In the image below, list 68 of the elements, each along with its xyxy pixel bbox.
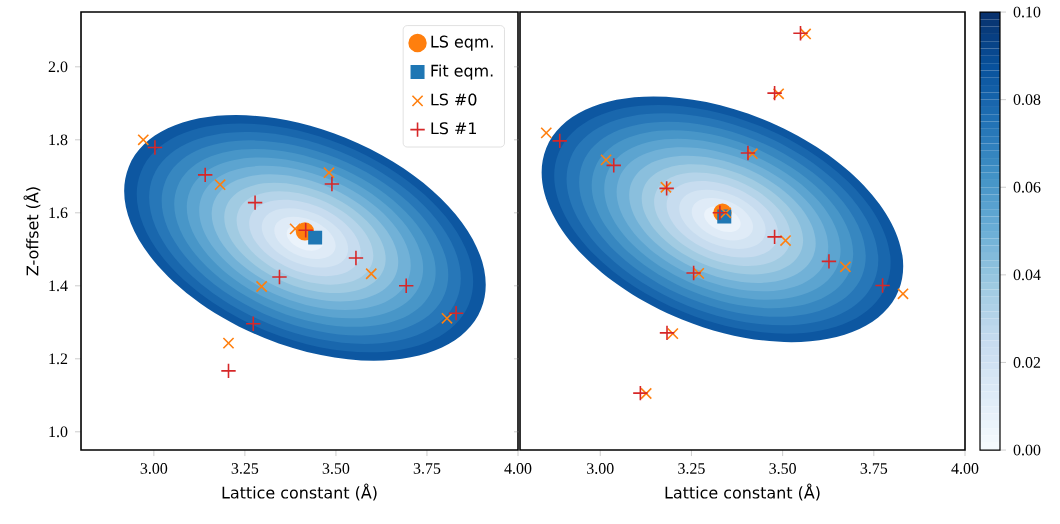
point — [146, 139, 163, 156]
point — [441, 312, 453, 325]
x-tick-label: 3.75 — [860, 463, 888, 474]
color-bar-label: 0.04 — [1013, 269, 1041, 281]
point — [640, 387, 653, 400]
color-bar-label: 0.06 — [1013, 181, 1041, 193]
x-tick-label: 4.00 — [504, 463, 532, 474]
x-tick-label: 3.50 — [322, 463, 350, 474]
point — [289, 222, 302, 235]
x-tick-label: 3.25 — [678, 463, 705, 474]
x-tick-label: 3.00 — [140, 463, 168, 474]
point — [323, 175, 340, 192]
point — [347, 250, 364, 267]
x-tick-label: 3.00 — [587, 463, 614, 474]
y-axis-title: Z-offset (Å) — [23, 187, 41, 276]
point — [746, 147, 759, 160]
point — [323, 166, 335, 179]
point — [137, 133, 150, 146]
point — [839, 260, 852, 273]
legend-label: LS #0 — [431, 93, 477, 106]
point — [271, 269, 288, 286]
point — [245, 315, 262, 332]
point — [255, 280, 268, 293]
y-tick-label: 1.4 — [49, 280, 68, 292]
point — [197, 166, 214, 183]
point — [792, 25, 809, 42]
point — [766, 228, 783, 245]
point — [551, 132, 568, 149]
point — [772, 87, 785, 100]
point — [540, 126, 553, 139]
point — [766, 85, 783, 102]
y-tick-label: 1.2 — [49, 353, 68, 365]
legend-label: LS eqm. — [431, 35, 493, 51]
point — [820, 253, 837, 270]
y-tick-label: 1.0 — [49, 426, 68, 438]
legend-label: Fit eqm. — [431, 64, 493, 80]
point — [247, 194, 264, 211]
point — [220, 362, 237, 379]
color-bar-label: 0.00 — [1013, 444, 1041, 456]
point — [779, 234, 792, 247]
legend-label: LS #1 — [431, 122, 476, 135]
point — [632, 385, 649, 402]
color-bar-label: 0.02 — [1013, 357, 1041, 368]
x-tick-label: 3.25 — [231, 463, 259, 474]
point — [398, 277, 415, 294]
x-tick-label: 3.50 — [769, 463, 796, 474]
point — [222, 337, 235, 349]
point — [448, 305, 465, 322]
point — [605, 157, 622, 174]
point — [308, 230, 323, 245]
point — [600, 153, 612, 166]
point — [739, 144, 756, 161]
point — [897, 287, 909, 300]
x-tick-label: 4.00 — [951, 463, 979, 474]
y-tick-label: 1.8 — [49, 134, 68, 146]
point — [214, 178, 227, 191]
point — [874, 277, 891, 294]
point — [685, 265, 702, 282]
color-bar-label: 0.10 — [1013, 6, 1041, 18]
point — [659, 324, 675, 341]
y-tick-label: 2.0 — [48, 61, 68, 73]
color-bar-label: 0.08 — [1013, 94, 1041, 106]
point — [365, 267, 378, 280]
y-tick-label: 1.6 — [49, 207, 68, 219]
point — [666, 327, 679, 340]
x-tick-label: 3.75 — [413, 463, 441, 474]
x-axis-title: Lattice constant (Å) — [222, 483, 377, 501]
x-axis-title: Lattice constant (Å) — [665, 483, 820, 501]
